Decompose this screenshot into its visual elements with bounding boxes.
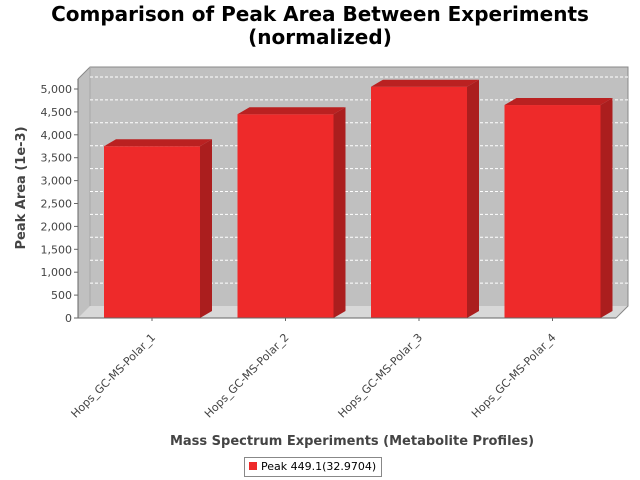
bar-front xyxy=(237,114,334,318)
bar-side xyxy=(200,139,212,318)
plot-area xyxy=(78,67,628,318)
bar-front xyxy=(371,86,467,319)
y-tick-label: 5,000 xyxy=(41,83,73,96)
bar xyxy=(371,79,479,319)
y-tick-label: 3,500 xyxy=(41,152,73,165)
bar-top xyxy=(371,79,479,87)
plot-floor xyxy=(78,306,628,318)
y-tick-label: 0 xyxy=(65,312,72,325)
bar-side xyxy=(600,98,613,318)
y-tick-label: 3,000 xyxy=(41,175,73,188)
legend-label: Peak 449.1(32.9704) xyxy=(261,460,377,473)
y-tick-label: 2,500 xyxy=(41,198,73,211)
y-axis-title: Peak Area (1e-3) xyxy=(14,126,29,249)
legend: Peak 449.1(32.9704) xyxy=(244,457,383,477)
y-tick-label: 2,000 xyxy=(41,220,73,233)
x-tick-label: Hops_GC-MS-Polar_3 xyxy=(336,331,426,421)
chart-title-line-2: (normalized) xyxy=(248,25,392,49)
chart-title: Comparison of Peak Area Between Experime… xyxy=(0,3,640,49)
x-tick-label: Hops_GC-MS-Polar_2 xyxy=(202,331,292,421)
bar xyxy=(237,107,346,318)
bar-front xyxy=(104,146,200,318)
y-tick-label: 4,000 xyxy=(41,129,73,142)
y-tick-label: 1,500 xyxy=(41,243,73,256)
bar-top xyxy=(237,107,346,115)
x-tick-label: Hops_GC-MS-Polar_4 xyxy=(469,331,559,421)
y-tick-label: 500 xyxy=(51,289,72,302)
legend-swatch xyxy=(249,462,257,470)
bar-top xyxy=(104,139,212,147)
plot-border xyxy=(77,66,629,319)
bar xyxy=(504,98,613,318)
bar-top xyxy=(504,98,613,106)
bar-front xyxy=(504,105,601,318)
bar-side xyxy=(467,79,479,319)
bar xyxy=(104,139,212,318)
bar-side xyxy=(333,107,346,318)
x-axis-title: Mass Spectrum Experiments (Metabolite Pr… xyxy=(170,434,534,449)
x-tick-label: Hops_GC-MS-Polar_1 xyxy=(69,331,159,421)
chart-title-line-1: Comparison of Peak Area Between Experime… xyxy=(51,2,589,26)
y-tick-label: 4,500 xyxy=(41,106,73,119)
y-tick-label: 1,000 xyxy=(41,266,73,279)
